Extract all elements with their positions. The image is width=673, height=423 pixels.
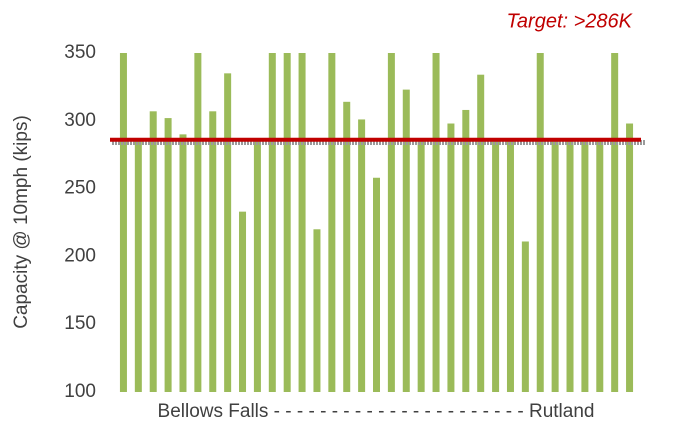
- y-tick-label: 300: [64, 110, 96, 131]
- bar: [417, 141, 425, 392]
- bar: [373, 177, 380, 392]
- y-tick-label: 350: [64, 42, 96, 63]
- y-tick-label: 150: [64, 313, 96, 334]
- bar: [343, 101, 351, 392]
- bar: [149, 111, 157, 393]
- bar: [536, 53, 544, 392]
- bar: [477, 74, 485, 393]
- bar: [521, 241, 529, 392]
- bar: [313, 229, 321, 392]
- bar: [402, 89, 410, 392]
- bar: [387, 53, 395, 392]
- bar: [506, 141, 514, 392]
- bar: [551, 141, 559, 392]
- bar: [224, 73, 232, 392]
- bar: [268, 53, 276, 392]
- bar: [134, 141, 142, 392]
- bar: [581, 141, 589, 392]
- y-axis-label: Capacity @ 10mph (kips): [11, 115, 32, 329]
- y-tick-label: 250: [64, 178, 96, 199]
- bar: [253, 141, 261, 392]
- bar: [626, 123, 634, 393]
- bar: [179, 134, 187, 393]
- bar: [447, 123, 455, 393]
- bar: [596, 141, 604, 392]
- y-tick-label: 200: [64, 245, 96, 266]
- bar: [194, 53, 202, 392]
- bar: [462, 109, 470, 393]
- bar: [432, 53, 440, 392]
- bar: [328, 53, 336, 392]
- bar: [239, 211, 247, 392]
- annotation: Target: >286K: [507, 10, 634, 32]
- bar: [298, 53, 306, 392]
- bar: [611, 53, 619, 392]
- x-axis-label: Bellows Falls - - - - - - - - - - - - - …: [158, 401, 595, 422]
- y-tick-label: 100: [64, 381, 96, 402]
- bar: [566, 141, 574, 392]
- bar: [119, 53, 127, 392]
- bar: [358, 119, 366, 392]
- bar: [164, 118, 172, 392]
- bar: [492, 141, 500, 392]
- bar: [283, 53, 291, 392]
- bar: [209, 111, 217, 393]
